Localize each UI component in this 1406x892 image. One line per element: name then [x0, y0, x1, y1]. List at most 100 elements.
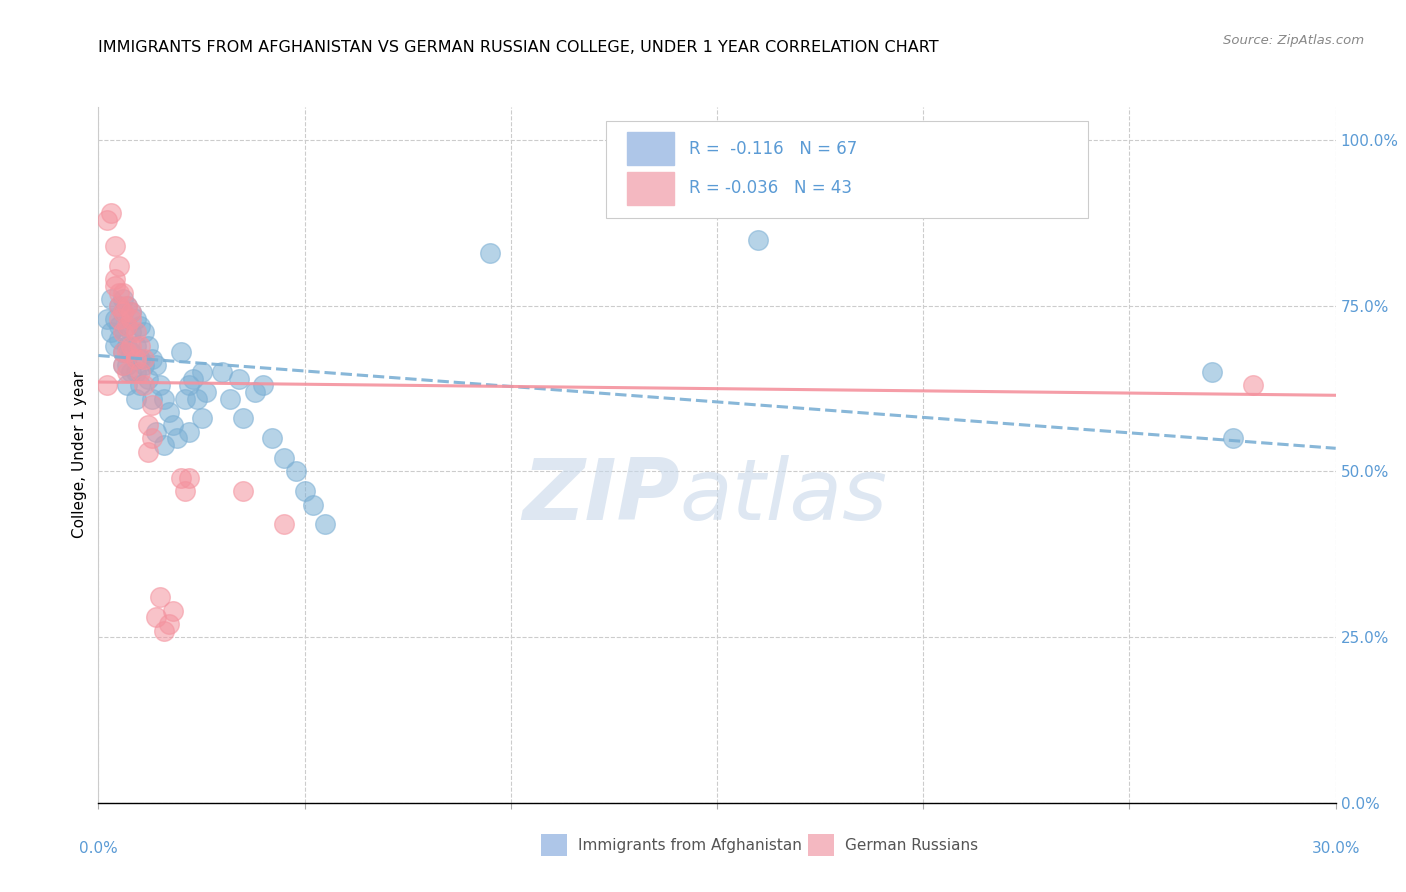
- Point: [112, 305, 135, 319]
- Point: [100, 206, 122, 220]
- Point: [162, 604, 184, 618]
- Point: [149, 591, 172, 605]
- Point: [112, 359, 135, 373]
- Point: [190, 365, 212, 379]
- Point: [117, 345, 139, 359]
- Point: [141, 392, 163, 406]
- Point: [120, 305, 142, 319]
- Point: [132, 326, 155, 340]
- Point: [108, 285, 131, 300]
- Point: [120, 312, 142, 326]
- Point: [285, 465, 308, 479]
- Point: [252, 378, 274, 392]
- Point: [112, 326, 135, 340]
- Point: [190, 411, 212, 425]
- Point: [145, 610, 167, 624]
- Point: [136, 444, 159, 458]
- Text: R = -0.036   N = 43: R = -0.036 N = 43: [689, 179, 852, 197]
- Point: [117, 359, 139, 373]
- Point: [1241, 378, 1264, 392]
- Point: [145, 425, 167, 439]
- Point: [112, 285, 135, 300]
- Point: [124, 351, 146, 366]
- Point: [96, 378, 118, 392]
- FancyBboxPatch shape: [808, 834, 834, 856]
- Point: [108, 318, 131, 333]
- Point: [104, 272, 127, 286]
- Point: [1201, 365, 1223, 379]
- Point: [117, 299, 139, 313]
- Point: [96, 212, 118, 227]
- Point: [132, 351, 155, 366]
- Point: [232, 484, 254, 499]
- Point: [120, 326, 142, 340]
- Text: 0.0%: 0.0%: [79, 841, 118, 856]
- Point: [243, 384, 266, 399]
- Point: [124, 312, 146, 326]
- Point: [104, 338, 127, 352]
- Point: [1222, 431, 1244, 445]
- Point: [120, 365, 142, 379]
- Text: Immigrants from Afghanistan: Immigrants from Afghanistan: [578, 838, 801, 853]
- Point: [181, 372, 204, 386]
- Point: [149, 378, 172, 392]
- Point: [153, 392, 176, 406]
- Point: [104, 312, 127, 326]
- FancyBboxPatch shape: [606, 121, 1088, 219]
- Point: [117, 299, 139, 313]
- FancyBboxPatch shape: [541, 834, 567, 856]
- Point: [112, 305, 135, 319]
- Point: [479, 245, 502, 260]
- Point: [124, 326, 146, 340]
- Point: [112, 292, 135, 306]
- Point: [104, 239, 127, 253]
- Point: [128, 351, 150, 366]
- Point: [157, 616, 180, 631]
- Point: [120, 305, 142, 319]
- Point: [100, 292, 122, 306]
- Point: [96, 312, 118, 326]
- Point: [179, 425, 201, 439]
- Point: [294, 484, 316, 499]
- Point: [117, 365, 139, 379]
- Point: [112, 345, 135, 359]
- FancyBboxPatch shape: [627, 172, 673, 205]
- Point: [128, 338, 150, 352]
- Text: R =  -0.116   N = 67: R = -0.116 N = 67: [689, 140, 856, 158]
- Point: [228, 372, 250, 386]
- Point: [117, 378, 139, 392]
- Point: [112, 345, 135, 359]
- Point: [174, 392, 197, 406]
- Point: [120, 345, 142, 359]
- Point: [145, 359, 167, 373]
- Point: [170, 345, 193, 359]
- Point: [174, 484, 197, 499]
- Point: [153, 438, 176, 452]
- Point: [132, 359, 155, 373]
- Point: [747, 233, 769, 247]
- Point: [108, 259, 131, 273]
- Point: [260, 431, 283, 445]
- Point: [136, 372, 159, 386]
- Point: [141, 351, 163, 366]
- Point: [136, 338, 159, 352]
- Point: [211, 365, 233, 379]
- Point: [117, 318, 139, 333]
- Point: [112, 359, 135, 373]
- Point: [179, 471, 201, 485]
- Point: [153, 624, 176, 638]
- Point: [219, 392, 242, 406]
- FancyBboxPatch shape: [627, 132, 673, 166]
- Point: [108, 312, 131, 326]
- Point: [117, 318, 139, 333]
- Point: [128, 378, 150, 392]
- Point: [108, 299, 131, 313]
- Point: [302, 498, 325, 512]
- Point: [117, 338, 139, 352]
- Point: [136, 418, 159, 433]
- Point: [162, 418, 184, 433]
- Point: [186, 392, 208, 406]
- Point: [273, 517, 295, 532]
- Text: ZIP: ZIP: [522, 455, 681, 538]
- Point: [124, 338, 146, 352]
